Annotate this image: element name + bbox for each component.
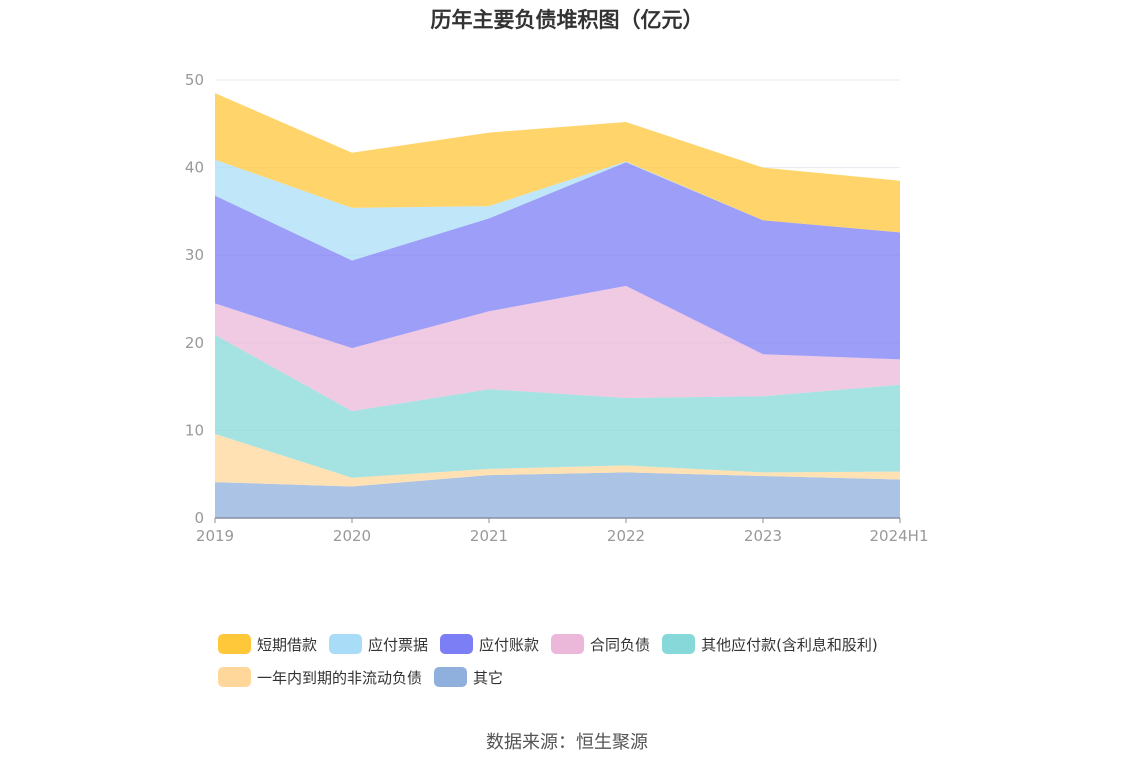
area-series-合同负债 (215, 285, 900, 412)
legend-swatch (218, 634, 251, 654)
y-tick-label: 20 (185, 334, 204, 352)
y-tick-label: 40 (185, 159, 204, 177)
x-tick-label: 2023 (744, 527, 782, 545)
data-source: 数据来源：恒生聚源 (486, 732, 648, 753)
x-tick-label: 2019 (196, 527, 234, 545)
legend-label: 应付票据 (368, 635, 429, 654)
chart-title: 历年主要负债堆积图（亿元） (430, 8, 704, 32)
legend-item[interactable]: 一年内到期的非流动负债 (218, 667, 422, 688)
legend-label: 一年内到期的非流动负债 (257, 668, 423, 687)
area-series-应付账款 (215, 162, 900, 360)
legend-row: 短期借款 应付票据 应付账款 合同负债 其他应付款(含利息和股利) (218, 631, 978, 657)
legend-swatch (551, 634, 585, 654)
legend-item[interactable]: 应付票据 (329, 634, 428, 655)
legend-swatch (329, 634, 363, 654)
x-tick-label: 2022 (607, 527, 645, 545)
legend-item[interactable]: 其他应付款(含利息和股利) (662, 634, 878, 655)
area-series-应付票据 (215, 159, 900, 261)
legend-label: 应付账款 (479, 635, 540, 654)
area-series-短期借款 (215, 93, 900, 233)
legend-item[interactable]: 其它 (434, 667, 503, 688)
legend-swatch (218, 667, 251, 687)
x-tick-label: 2021 (470, 527, 508, 545)
area-series-group (215, 93, 900, 518)
y-tick-label: 50 (185, 71, 204, 89)
legend-item[interactable]: 短期借款 (218, 634, 317, 655)
legend-swatch (440, 634, 474, 654)
x-tick-label: 2020 (333, 527, 371, 545)
stacked-area-chart: 0 10 20 30 40 50 2019 2020 2021 2022 2023 2024H1 (185, 71, 929, 545)
y-tick-label: 30 (185, 246, 204, 264)
legend-item[interactable]: 合同负债 (551, 634, 650, 655)
legend-item[interactable]: 应付账款 (440, 634, 539, 655)
area-series-一年内到期的非流动负债 (215, 433, 900, 487)
legend: 短期借款 应付票据 应付账款 合同负债 其他应付款(含利息和股利) 一年内到期的非流动负… (218, 631, 978, 697)
legend-label: 合同负债 (590, 635, 651, 654)
y-tick-label: 0 (194, 509, 204, 527)
area-series-其他应付款(含利息和股利) (215, 334, 900, 478)
legend-swatch (662, 634, 696, 654)
x-tick-label: 2024H1 (870, 527, 929, 545)
legend-label: 其它 (473, 668, 504, 687)
area-series-其它 (215, 472, 900, 518)
y-tick-label: 10 (185, 421, 204, 439)
legend-label: 短期借款 (257, 635, 318, 654)
legend-label: 其他应付款(含利息和股利) (701, 635, 878, 654)
legend-row: 一年内到期的非流动负债 其它 (218, 664, 978, 690)
legend-swatch (434, 667, 468, 687)
axes: 0 10 20 30 40 50 2019 2020 2021 2022 2023 2024H1 (185, 71, 929, 545)
